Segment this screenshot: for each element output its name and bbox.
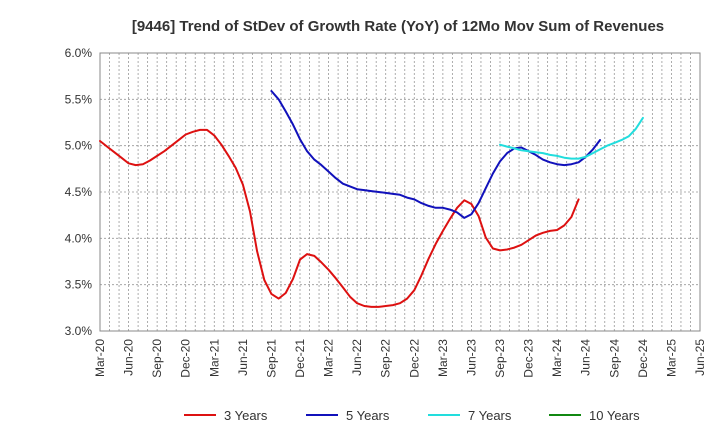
y-tick-label: 6.0% [65,46,93,60]
x-tick-label: Dec-22 [407,339,421,378]
series-line-7-years [499,116,644,160]
y-tick-label: 3.0% [65,324,93,338]
legend: 3 Years 5 Years 7 Years 10 Years [184,408,640,423]
legend-label: 3 Years [224,408,268,423]
series-layer [99,90,644,308]
x-tick-label: Mar-23 [436,339,450,377]
x-tick-label: Sep-20 [150,339,164,378]
chart-title: [9446] Trend of StDev of Growth Rate (Yo… [132,18,664,35]
y-tick-label: 4.5% [65,185,93,199]
x-tick-label: Mar-25 [664,339,678,377]
x-tick-label: Sep-22 [379,339,393,378]
y-tick-label: 3.5% [65,278,93,292]
x-tick-label: Jun-20 [122,339,136,376]
legend-label: 10 Years [589,408,640,423]
x-tick-label: Jun-25 [693,339,707,376]
x-tick-label: Sep-24 [607,339,621,378]
legend-item: 10 Years [549,408,640,423]
legend-label: 7 Years [468,408,512,423]
x-tick-label: Jun-21 [236,339,250,376]
x-tick-label: Jun-22 [350,339,364,376]
grid-layer [100,53,700,331]
x-tick-label: Dec-23 [522,339,536,378]
y-tick-label: 5.5% [65,92,93,106]
legend-item: 7 Years [428,408,512,423]
axis-layer: 3.0% 3.5% 4.0% 4.5% 5.0% 5.5% 6.0% Mar-20 Jun-20… [65,46,707,378]
series-line-5-years [270,90,601,219]
y-tick-label: 5.0% [65,139,93,153]
x-tick-label: Dec-24 [636,339,650,378]
plot-frame [99,52,701,332]
legend-item: 5 Years [306,408,390,423]
x-tick-label: Mar-22 [322,339,336,377]
x-tick-label: Sep-23 [493,339,507,378]
x-tick-label: Mar-20 [93,339,107,377]
x-tick-label: Jun-24 [579,339,593,376]
x-tick-label: Mar-21 [207,339,221,377]
x-tick-label: Mar-24 [550,339,564,377]
legend-label: 5 Years [346,408,390,423]
x-tick-label: Sep-21 [264,339,278,378]
legend-item: 3 Years [184,408,268,423]
x-tick-label: Dec-21 [293,339,307,378]
x-tick-label: Dec-20 [179,339,193,378]
series-line-3-years [99,128,580,308]
y-tick-label: 4.0% [65,231,93,245]
x-tick-label: Jun-23 [464,339,478,376]
